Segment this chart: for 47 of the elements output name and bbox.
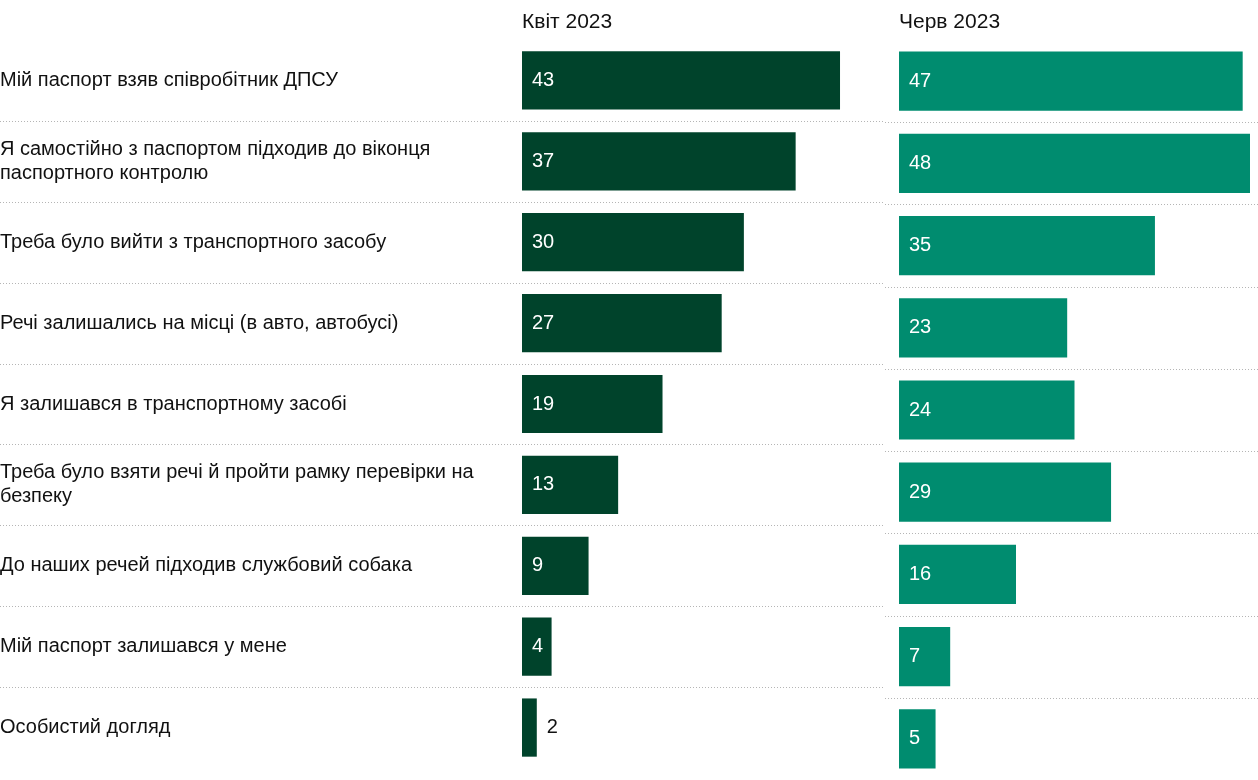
bar	[899, 380, 1075, 440]
bar	[522, 536, 589, 595]
bar	[899, 544, 1016, 605]
data-label: 48	[909, 150, 932, 173]
y-tick-label: Треба було вийти з транспортного засобу	[0, 229, 387, 252]
chart-title: Квіт 2023	[522, 8, 613, 32]
bar	[899, 462, 1112, 522]
y-tick-label: Мій паспорт взяв співробітник ДПСУ	[0, 67, 339, 90]
data-label: 7	[909, 644, 921, 667]
bar	[522, 213, 744, 272]
data-label: 24	[909, 397, 932, 420]
data-label: 37	[532, 148, 555, 171]
data-label: 43	[532, 67, 555, 90]
bar	[522, 374, 663, 434]
y-tick-label: До наших речей підходив службовий собака	[0, 553, 413, 576]
bar	[899, 51, 1243, 111]
data-label: 47	[909, 68, 932, 91]
data-label: 9	[532, 553, 544, 576]
y-tick-label: Особистий догляд	[0, 715, 171, 738]
bar	[522, 51, 841, 110]
bar	[899, 133, 1250, 193]
data-label: 5	[909, 726, 921, 749]
y-tick-label: Я самостійно з паспортом підходив до віконця паспортного контролю	[0, 136, 431, 183]
y-tick-label: Речі залишались на місці (в авто, автобусі)	[0, 310, 399, 333]
data-label: 23	[909, 315, 932, 338]
y-tick-label: Мій паспорт залишався у мене	[0, 634, 287, 657]
bar	[899, 298, 1068, 358]
data-label: 30	[532, 229, 555, 252]
y-tick-label: Я залишався в транспортному засобі	[0, 391, 347, 414]
data-label: 19	[532, 391, 555, 414]
bar	[522, 455, 619, 515]
data-label: 13	[532, 472, 555, 495]
bar	[522, 698, 537, 757]
bar	[899, 627, 951, 687]
data-label: 29	[909, 479, 932, 502]
bar	[522, 617, 552, 676]
data-label: 4	[532, 634, 544, 657]
bar	[522, 293, 722, 353]
chart-title: Черв 2023	[899, 8, 1001, 32]
bar	[522, 132, 796, 191]
bar	[899, 709, 936, 769]
data-label: 16	[909, 561, 932, 584]
data-label: 27	[532, 310, 555, 333]
data-label: 2	[546, 715, 558, 738]
bar	[899, 215, 1155, 276]
data-label: 35	[909, 233, 932, 256]
y-tick-label: Треба було взяти речі й пройти рамку перевірки на безпеку	[0, 460, 475, 507]
